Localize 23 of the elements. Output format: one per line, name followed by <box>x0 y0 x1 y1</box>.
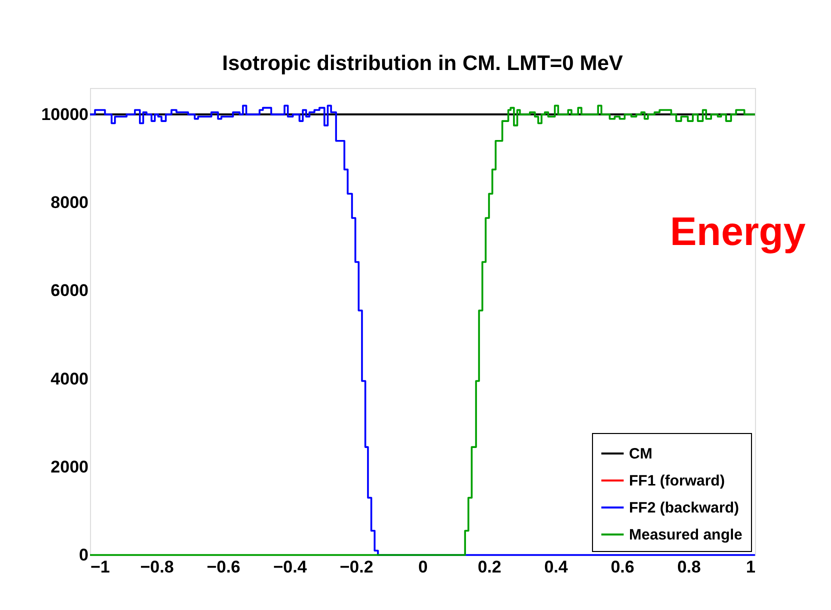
legend-label: FF1 (forward) <box>629 472 725 490</box>
chart-title: Isotropic distribution in CM. LMT=0 MeV <box>222 52 623 75</box>
y-tick-label: 6000 <box>50 281 88 300</box>
y-tick-label: 0 <box>79 546 88 564</box>
x-tick-label: −1 <box>90 558 110 576</box>
legend-label: FF2 (backward) <box>629 500 740 516</box>
y-tick-label: 10000 <box>41 104 88 124</box>
legend-label: Measured angle <box>629 526 742 544</box>
x-tick-label: −0.8 <box>140 558 174 576</box>
y-tick-label: 4000 <box>50 369 88 388</box>
x-tick-label: 1 <box>746 558 756 576</box>
y-tick-label: 2000 <box>50 457 88 476</box>
x-tick-label: 0.4 <box>544 558 568 576</box>
x-tick-label: 0.2 <box>478 558 502 576</box>
x-tick-label: −0.2 <box>340 558 374 576</box>
x-tick-label: 0 <box>418 558 428 576</box>
x-tick-label: 0.8 <box>677 558 701 576</box>
x-tick-label: 0.6 <box>610 558 634 576</box>
legend-label: CM <box>629 446 652 462</box>
x-tick-label: −0.4 <box>273 558 308 576</box>
y-tick-label: 8000 <box>50 193 88 212</box>
annotation: Energy <box>670 210 806 254</box>
x-tick-label: −0.6 <box>206 558 240 576</box>
